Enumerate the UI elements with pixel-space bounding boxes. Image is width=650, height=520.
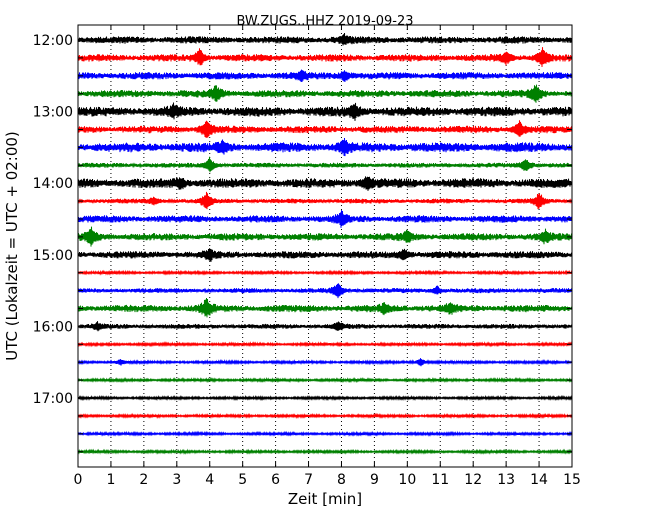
x-tick-label: 3 <box>172 472 181 488</box>
trace-1415 <box>77 191 573 210</box>
x-tick-label: 10 <box>398 472 416 488</box>
trace-1515 <box>77 269 573 276</box>
x-tick-label: 5 <box>238 472 247 488</box>
seismic-traces <box>77 33 573 455</box>
y-tick-label: 13:00 <box>33 105 73 121</box>
trace-1500 <box>77 248 573 262</box>
y-tick-label: 12:00 <box>33 33 73 49</box>
trace-1445 <box>77 226 573 247</box>
trace-1430 <box>77 210 573 228</box>
x-tick-label: 11 <box>431 472 449 488</box>
trace-1215 <box>77 47 573 67</box>
trace-1715 <box>77 412 573 420</box>
chart-title: BW.ZUGS..HHZ 2019-09-23 <box>236 14 413 29</box>
x-tick-label: 15 <box>563 472 581 488</box>
trace-1645 <box>77 376 573 384</box>
x-tick-label: 8 <box>337 472 346 488</box>
x-tick-label: 2 <box>139 472 148 488</box>
axis-ticks: 0 1 2 3 4 5 6 7 8 9 10 11 12 13 14 1512:0013:0014:0015:… <box>33 25 581 488</box>
trace-1330 <box>77 138 573 157</box>
trace-1615 <box>77 341 573 348</box>
trace-1400 <box>77 176 573 191</box>
x-tick-label: 7 <box>304 472 313 488</box>
trace-1345 <box>77 156 573 173</box>
x-tick-label: 14 <box>530 472 548 488</box>
x-tick-label: 0 <box>74 472 83 488</box>
trace-1200 <box>77 33 573 46</box>
trace-1630 <box>77 358 573 367</box>
trace-1600 <box>77 321 573 332</box>
plot-frame <box>77 24 573 468</box>
trace-1245 <box>77 84 573 103</box>
x-tick-label: 4 <box>205 472 214 488</box>
trace-1230 <box>77 69 573 82</box>
trace-1545 <box>77 297 573 318</box>
trace-1700 <box>77 394 573 402</box>
y-tick-label: 16:00 <box>33 319 73 335</box>
trace-1530 <box>77 283 573 299</box>
x-tick-label: 13 <box>497 472 515 488</box>
x-tick-label: 9 <box>370 472 379 488</box>
x-tick-label: 6 <box>271 472 280 488</box>
x-tick-label: 1 <box>106 472 115 488</box>
trace-1730 <box>77 430 573 437</box>
gridlines <box>110 25 540 467</box>
x-tick-label: 12 <box>464 472 482 488</box>
y-tick-label: 15:00 <box>33 248 73 264</box>
trace-1300 <box>77 102 573 121</box>
x-axis-label: Zeit [min] <box>288 490 362 508</box>
y-axis-label: UTC (Lokalzeit = UTC + 02:00) <box>3 131 21 361</box>
trace-1315 <box>77 120 573 138</box>
trace-1745 <box>77 448 573 455</box>
y-tick-label: 14:00 <box>33 176 73 192</box>
y-tick-label: 17:00 <box>33 391 73 407</box>
